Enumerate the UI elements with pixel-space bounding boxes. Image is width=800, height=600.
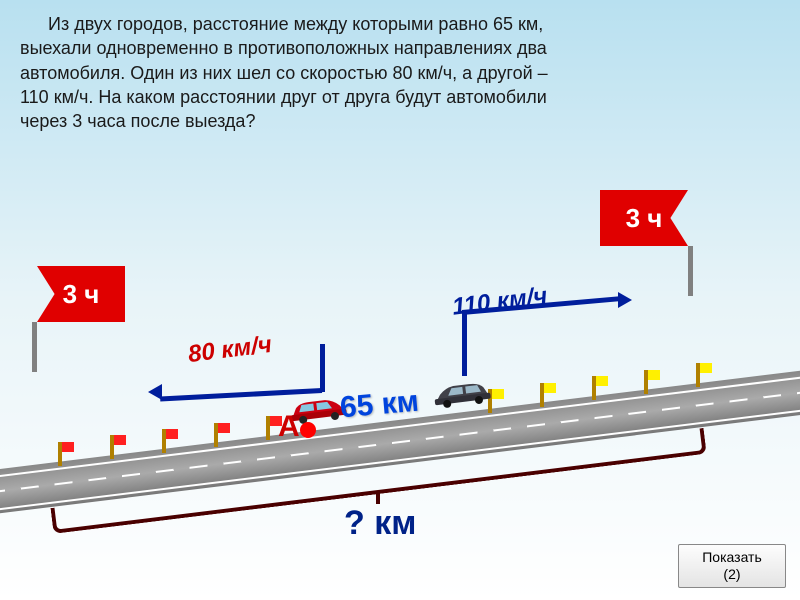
- km-flag: [696, 363, 700, 387]
- point-a-dot: [300, 422, 316, 438]
- time-flag-left: 3 ч: [37, 266, 125, 322]
- time-flag-right-label: 3 ч: [626, 203, 663, 234]
- km-flag: [58, 442, 62, 466]
- km-flag: [162, 429, 166, 453]
- km-flag: [644, 370, 648, 394]
- km-flag: [540, 383, 544, 407]
- km-flag: [214, 423, 218, 447]
- problem-line-4: 110 км/ч. На каком расстоянии друг от др…: [20, 85, 780, 109]
- time-flag-right: 3 ч: [600, 190, 688, 246]
- flag-pole-left: [32, 322, 37, 372]
- problem-line-3: автомобиля. Один из них шел со скоростью…: [20, 61, 780, 85]
- flag-pole-right: [688, 246, 693, 296]
- km-flag: [110, 435, 114, 459]
- point-a-label: А: [278, 410, 300, 444]
- question-distance: ? км: [344, 504, 416, 543]
- show-button[interactable]: Показать (2): [678, 544, 786, 588]
- show-button-label-1: Показать: [702, 549, 762, 566]
- show-button-label-2: (2): [702, 566, 762, 583]
- problem-line-1: Из двух городов, расстояние между которы…: [20, 12, 780, 36]
- problem-text: Из двух городов, расстояние между которы…: [0, 0, 800, 133]
- diagram-scene: 3 ч 3 ч 80 км/ч 110 км/ч: [0, 170, 800, 590]
- problem-line-5: через 3 часа после выезда?: [20, 109, 780, 133]
- time-flag-left-label: 3 ч: [63, 279, 100, 310]
- speed-left: 80 км/ч: [187, 331, 274, 369]
- km-flag: [266, 416, 270, 440]
- km-flag: [592, 376, 596, 400]
- given-distance: 65 км: [339, 385, 421, 426]
- car-right: [431, 376, 494, 409]
- car-icon: [431, 376, 494, 409]
- distance-bracket-tip: [376, 492, 380, 504]
- problem-line-2: выехали одновременно в противоположных н…: [20, 36, 780, 60]
